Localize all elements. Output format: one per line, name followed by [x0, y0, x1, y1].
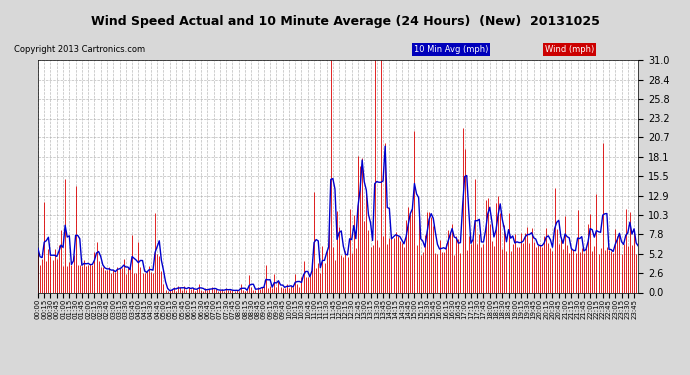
Text: Wind Speed Actual and 10 Minute Average (24 Hours)  (New)  20131025: Wind Speed Actual and 10 Minute Average … [90, 15, 600, 28]
Text: Wind (mph): Wind (mph) [545, 45, 594, 54]
Text: 10 Min Avg (mph): 10 Min Avg (mph) [414, 45, 489, 54]
Text: Copyright 2013 Cartronics.com: Copyright 2013 Cartronics.com [14, 45, 145, 54]
